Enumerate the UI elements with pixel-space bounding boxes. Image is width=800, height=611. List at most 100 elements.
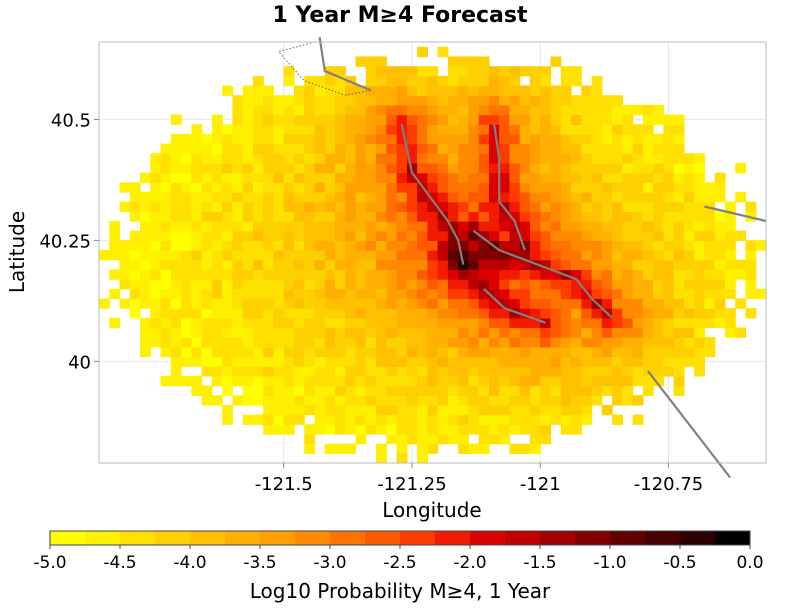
heatmap-cell: [396, 211, 408, 222]
heatmap-cell: [386, 404, 398, 416]
heatmap-cell: [355, 269, 367, 280]
heatmap-cell: [376, 85, 387, 96]
heatmap-cell: [458, 211, 470, 222]
heatmap-cell: [694, 153, 706, 164]
heatmap-cell: [242, 85, 254, 96]
heatmap-cell: [417, 230, 428, 241]
heatmap-cell: [252, 104, 264, 116]
heatmap-cell: [211, 317, 223, 329]
heatmap-cell: [478, 162, 490, 174]
colorbar-segment: [295, 531, 331, 545]
heatmap-cell: [263, 221, 275, 232]
heatmap-cell: [324, 424, 336, 435]
heatmap-cell: [509, 104, 521, 116]
heatmap-cell: [560, 308, 572, 319]
heatmap-cell: [376, 298, 387, 309]
heatmap-cell: [683, 221, 695, 232]
heatmap-cell: [499, 192, 511, 203]
heatmap-cell: [509, 143, 521, 154]
heatmap-cell: [211, 366, 223, 377]
heatmap-cell: [283, 114, 295, 125]
heatmap-cell: [232, 250, 244, 261]
heatmap-cell: [263, 240, 275, 251]
heatmap-cell: [519, 104, 531, 116]
heatmap-cell: [304, 404, 316, 416]
heatmap-cell: [283, 288, 295, 300]
heatmap-cell: [540, 317, 552, 329]
heatmap-cell: [427, 327, 439, 338]
heatmap-cell: [355, 404, 367, 416]
heatmap-cell: [335, 443, 346, 454]
heatmap-cell: [345, 288, 357, 300]
heatmap-cell: [724, 240, 736, 251]
heatmap-cell: [499, 414, 511, 425]
heatmap-cell: [417, 153, 428, 164]
heatmap-cell: [499, 66, 511, 77]
heatmap-cell: [447, 337, 459, 348]
heatmap-cell: [386, 385, 398, 396]
heatmap-cell: [232, 192, 244, 203]
heatmap-cell: [478, 114, 490, 125]
heatmap-cell: [601, 404, 613, 416]
heatmap-cell: [273, 317, 285, 329]
heatmap-cell: [365, 385, 377, 396]
heatmap-cell: [447, 162, 459, 174]
heatmap-cell: [170, 162, 182, 174]
heatmap-cell: [324, 114, 336, 125]
heatmap-cell: [458, 337, 470, 348]
heatmap-cell: [406, 221, 418, 232]
heatmap-cell: [181, 269, 192, 280]
heatmap-cell: [529, 414, 541, 425]
heatmap-cell: [273, 201, 285, 212]
heatmap-cell: [653, 288, 664, 300]
heatmap-cell: [488, 192, 500, 203]
heatmap-cell: [673, 317, 685, 329]
heatmap-cell: [540, 346, 552, 358]
heatmap-cell: [324, 153, 336, 164]
heatmap-cell: [591, 221, 603, 232]
heatmap-cell: [365, 182, 377, 193]
heatmap-cell: [540, 230, 552, 241]
heatmap-cell: [201, 162, 213, 174]
heatmap-cell: [673, 162, 685, 174]
heatmap-cell: [181, 240, 192, 251]
heatmap-cell: [529, 308, 541, 319]
heatmap-cell: [612, 162, 623, 174]
heatmap-cell: [273, 133, 285, 145]
heatmap-cell: [191, 192, 203, 203]
heatmap-cell: [160, 230, 172, 241]
heatmap-cell: [458, 182, 470, 193]
heatmap-cell: [376, 414, 387, 425]
heatmap-cell: [663, 279, 675, 290]
heatmap-cell: [540, 327, 552, 338]
heatmap-cell: [314, 279, 326, 290]
heatmap-cell: [571, 221, 582, 232]
heatmap-cell: [550, 240, 562, 251]
heatmap-cell: [437, 346, 449, 358]
heatmap-cell: [376, 153, 387, 164]
heatmap-cell: [283, 366, 295, 377]
heatmap-cell: [704, 250, 716, 261]
heatmap-cell: [345, 85, 357, 96]
heatmap-cell: [119, 298, 131, 309]
heatmap-cell: [458, 250, 470, 261]
heatmap-cell: [273, 288, 285, 300]
heatmap-cell: [735, 269, 747, 280]
heatmap-cell: [242, 192, 254, 203]
heatmap-cell: [263, 375, 275, 387]
heatmap-cell: [355, 250, 367, 261]
heatmap-cell: [417, 201, 428, 212]
heatmap-cell: [673, 240, 685, 251]
heatmap-cell: [335, 250, 346, 261]
colorbar-segment: [575, 531, 611, 545]
colorbar-segment: [610, 531, 646, 545]
heatmap-cell: [170, 337, 182, 348]
heatmap-cell: [191, 288, 203, 300]
heatmap-cell: [324, 240, 336, 251]
heatmap-cell: [191, 308, 203, 319]
heatmap-cell: [673, 337, 685, 348]
heatmap-cell: [386, 375, 398, 387]
heatmap-cell: [694, 298, 706, 309]
heatmap-cell: [550, 230, 562, 241]
heatmap-cell: [468, 346, 480, 358]
